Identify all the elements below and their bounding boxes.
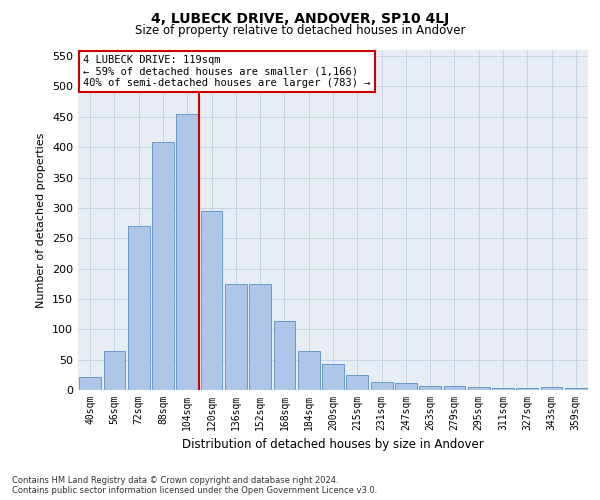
Bar <box>541 387 562 390</box>
Bar <box>371 382 392 390</box>
Bar <box>419 386 441 390</box>
Bar <box>517 388 538 390</box>
X-axis label: Distribution of detached houses by size in Andover: Distribution of detached houses by size … <box>182 438 484 452</box>
Y-axis label: Number of detached properties: Number of detached properties <box>37 132 46 308</box>
Bar <box>298 350 320 390</box>
Bar <box>468 387 490 390</box>
Bar <box>249 284 271 390</box>
Bar <box>565 388 587 390</box>
Bar <box>346 375 368 390</box>
Bar <box>395 384 417 390</box>
Text: 4 LUBECK DRIVE: 119sqm
← 59% of detached houses are smaller (1,166)
40% of semi-: 4 LUBECK DRIVE: 119sqm ← 59% of detached… <box>83 55 371 88</box>
Bar <box>152 142 174 390</box>
Bar <box>274 322 295 390</box>
Text: Contains HM Land Registry data © Crown copyright and database right 2024.
Contai: Contains HM Land Registry data © Crown c… <box>12 476 377 495</box>
Text: 4, LUBECK DRIVE, ANDOVER, SP10 4LJ: 4, LUBECK DRIVE, ANDOVER, SP10 4LJ <box>151 12 449 26</box>
Bar <box>104 350 125 390</box>
Bar <box>176 114 198 390</box>
Bar <box>225 284 247 390</box>
Bar <box>79 376 101 390</box>
Bar <box>443 386 466 390</box>
Bar <box>492 388 514 390</box>
Bar <box>200 211 223 390</box>
Bar <box>322 364 344 390</box>
Text: Size of property relative to detached houses in Andover: Size of property relative to detached ho… <box>135 24 465 37</box>
Bar <box>128 226 149 390</box>
